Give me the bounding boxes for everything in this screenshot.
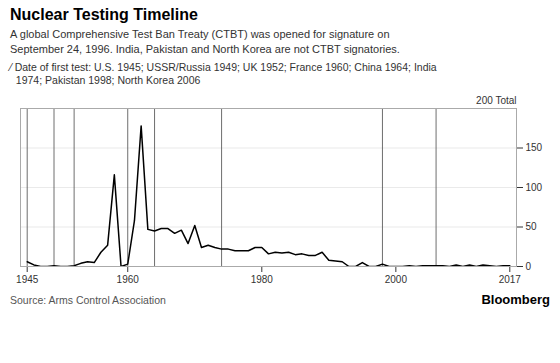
svg-text:0: 0 [526,261,532,272]
svg-text:1945: 1945 [16,274,39,285]
svg-text:50: 50 [526,221,538,232]
html-text:⁄ Date of first test: U.S. 194: ⁄ Date of first test: U.S. 1945; USSR/Ru… [10,60,437,87]
html-text:Nuclear Testing Timeline: Nuclear Testing Timeline [10,6,198,23]
svg-text:150: 150 [526,142,543,153]
svg-text:1960: 1960 [117,274,140,285]
svg-text:1980: 1980 [251,274,274,285]
svg-text:2017: 2017 [499,274,522,285]
svg-text:200 Total: 200 Total [476,95,516,106]
svg-text:100: 100 [526,182,543,193]
html-text:A global Comprehensive Test Ba: A global Comprehensive Test Ban Treaty (… [10,28,400,55]
svg-text:2000: 2000 [385,274,408,285]
html-text:Bloomberg: Bloomberg [481,292,550,307]
html-text:Source: Arms Control Associati: Source: Arms Control Association [10,294,166,306]
